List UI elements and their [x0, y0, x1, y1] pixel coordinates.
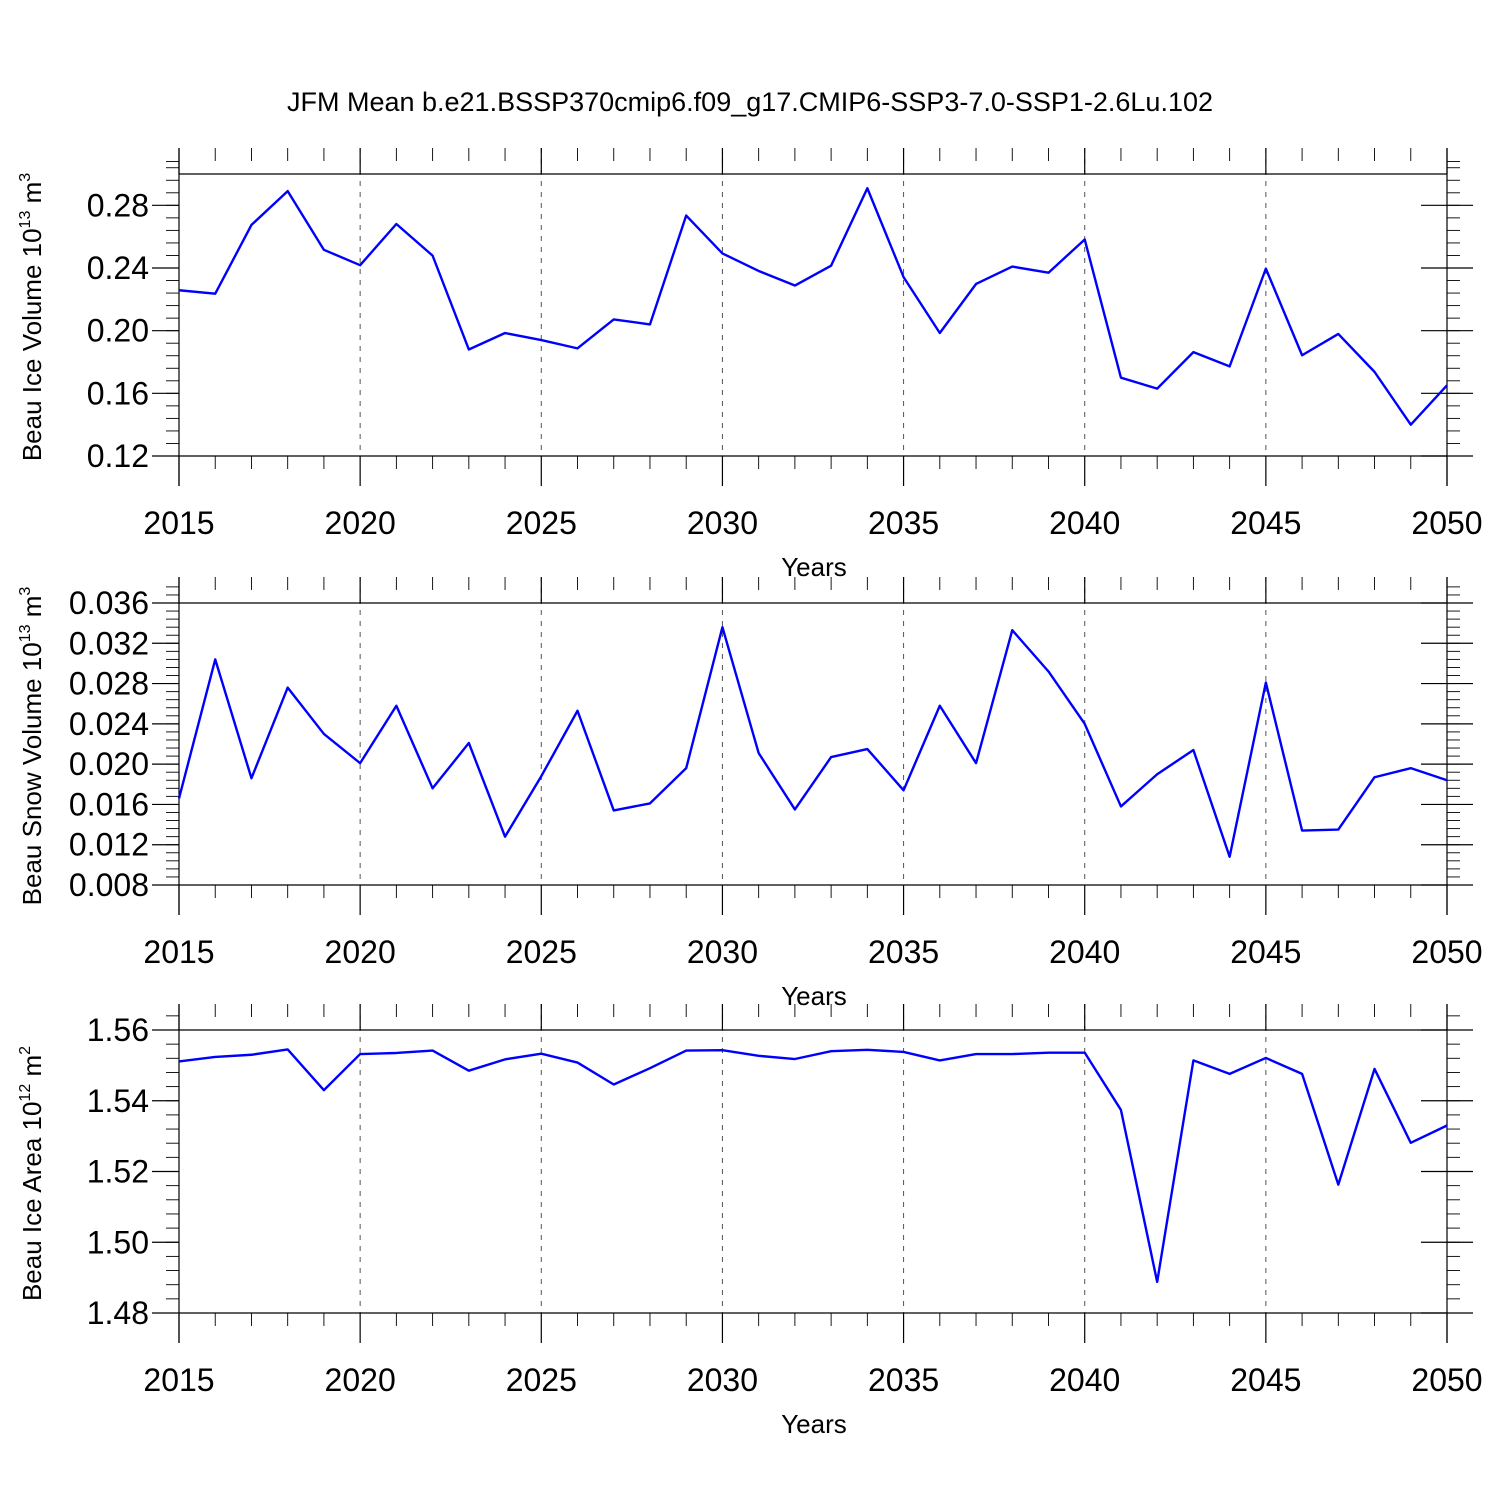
- series-line: [178, 187, 1448, 426]
- y-tick-label: 1.48: [87, 1295, 149, 1331]
- y-tick-label: 0.16: [87, 375, 149, 411]
- y-tick-label: 1.52: [87, 1154, 149, 1190]
- y-axis-title-exponent: 13: [17, 624, 34, 642]
- y-axis-title-unit: m: [17, 1055, 47, 1084]
- y-axis-title-unit-exponent: 2: [17, 1046, 34, 1055]
- x-tick-label: 2020: [325, 1362, 396, 1398]
- y-axis-title-unit-exponent: 3: [17, 173, 34, 182]
- x-axis-title: Years: [781, 981, 847, 1011]
- y-axis-title: Beau Snow Volume 1013 m3: [17, 587, 47, 906]
- x-tick-label: 2030: [687, 1362, 758, 1398]
- y-tick-label: 0.12: [87, 438, 149, 474]
- y-axis-title: Beau Ice Area 1012 m2: [17, 1046, 47, 1301]
- panel-3: 1.48 1.50 1.52 1.54 1.56 2015 2020 2025 2030 2035…: [17, 1004, 1483, 1439]
- series-line: [178, 1048, 1448, 1284]
- y-tick-label: 1.56: [87, 1012, 149, 1048]
- x-tick-label: 2020: [325, 505, 396, 541]
- y-tick-label: 0.28: [87, 187, 149, 223]
- x-tick-label: 2035: [868, 1362, 939, 1398]
- y-axis-title-text: Beau Ice Volume 10: [17, 228, 47, 461]
- y-axis-title-text: Beau Ice Area 10: [17, 1102, 47, 1301]
- panel-2: 0.008 0.012 0.016 0.020 0.024 0.028 0.032 0.036…: [17, 577, 1483, 1011]
- x-axis-title: Years: [781, 1409, 847, 1439]
- y-axis-title-unit: m: [17, 596, 47, 625]
- y-tick-label: 1.54: [87, 1083, 149, 1119]
- y-tick-label: 0.24: [87, 250, 149, 286]
- x-tick-label: 2050: [1411, 505, 1482, 541]
- x-tick-label: 2020: [325, 934, 396, 970]
- y-tick-label: 1.50: [87, 1224, 149, 1260]
- x-tick-label: 2030: [687, 934, 758, 970]
- y-tick-label: 0.028: [69, 666, 149, 702]
- y-tick-label: 0.012: [69, 827, 149, 863]
- x-axis-title: Years: [781, 552, 847, 582]
- x-tick-label: 2050: [1411, 934, 1482, 970]
- x-tick-label: 2015: [143, 934, 214, 970]
- y-tick-label: 0.032: [69, 625, 149, 661]
- x-tick-label: 2040: [1049, 1362, 1120, 1398]
- y-axis-title-text: Beau Snow Volume 10: [17, 642, 47, 905]
- y-tick-label: 0.20: [87, 313, 149, 349]
- x-tick-label: 2015: [143, 1362, 214, 1398]
- series-line: [177, 625, 1448, 858]
- x-tick-label: 2025: [506, 505, 577, 541]
- x-tick-label: 2030: [687, 505, 758, 541]
- y-axis-title-unit-exponent: 3: [17, 587, 34, 596]
- y-axis-title: Beau Ice Volume 1013 m3: [17, 173, 47, 461]
- y-tick-label: 0.036: [69, 585, 149, 621]
- y-tick-label: 0.008: [69, 867, 149, 903]
- x-tick-label: 2040: [1049, 505, 1120, 541]
- x-tick-label: 2025: [506, 934, 577, 970]
- x-tick-label: 2045: [1230, 505, 1301, 541]
- x-tick-label: 2025: [506, 1362, 577, 1398]
- y-axis-title-exponent: 13: [17, 211, 34, 229]
- x-tick-label: 2040: [1049, 934, 1120, 970]
- panel-1: 0.12 0.16 0.20 0.24 0.28 2015 2020 2025 2030 2035…: [17, 148, 1483, 582]
- x-tick-label: 2035: [868, 505, 939, 541]
- y-tick-label: 0.016: [69, 786, 149, 822]
- x-tick-label: 2045: [1230, 1362, 1301, 1398]
- y-axis-title-unit: m: [17, 182, 47, 211]
- y-tick-label: 0.020: [69, 746, 149, 782]
- x-tick-label: 2035: [868, 934, 939, 970]
- x-tick-label: 2015: [143, 505, 214, 541]
- x-tick-label: 2050: [1411, 1362, 1482, 1398]
- x-tick-label: 2045: [1230, 934, 1301, 970]
- y-tick-label: 0.024: [69, 706, 149, 742]
- chart-title: JFM Mean b.e21.BSSP370cmip6.f09_g17.CMIP…: [287, 87, 1213, 117]
- y-axis-title-exponent: 12: [17, 1084, 34, 1102]
